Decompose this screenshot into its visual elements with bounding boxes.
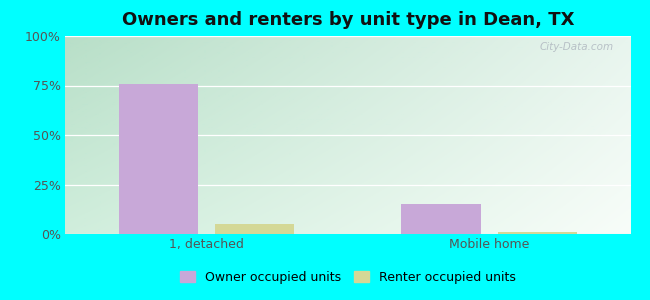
Bar: [119, 83, 198, 234]
Text: City-Data.com: City-Data.com: [540, 42, 614, 52]
Title: Owners and renters by unit type in Dean, TX: Owners and renters by unit type in Dean,…: [122, 11, 574, 29]
Legend: Owner occupied units, Renter occupied units: Owner occupied units, Renter occupied un…: [175, 266, 521, 289]
Bar: [215, 224, 294, 234]
Bar: [498, 232, 577, 234]
Bar: [402, 204, 480, 234]
